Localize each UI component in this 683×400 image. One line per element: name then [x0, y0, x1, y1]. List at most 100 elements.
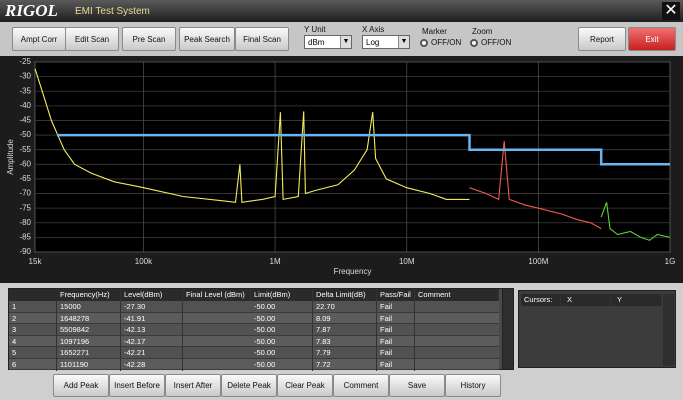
exit-button[interactable]: Exit — [628, 27, 676, 51]
action-button[interactable]: History — [445, 374, 501, 397]
dropdown[interactable]: dBm ▼ — [304, 35, 352, 49]
y-tick-label: -65 — [19, 174, 31, 183]
x-tick-label: 1G — [665, 257, 676, 266]
x-axis-label: Frequency — [334, 267, 372, 276]
table-cell: -42.17 — [121, 335, 183, 348]
report-button[interactable]: Report — [578, 27, 626, 51]
cursor-header — [521, 294, 662, 306]
plot-area — [34, 61, 671, 253]
x-tick-label: 100M — [528, 257, 548, 266]
dropdown[interactable]: Log ▼ — [362, 35, 410, 49]
table-cell: Fail — [377, 312, 415, 325]
radio-label: Marker — [422, 27, 447, 36]
table-cell: 4 — [9, 335, 57, 348]
table-row[interactable] — [9, 324, 499, 336]
table-cell: -50.00 — [251, 335, 313, 348]
radio-option: OFF/ON — [431, 38, 462, 47]
x-tick-label: 100k — [135, 257, 153, 266]
table-row[interactable] — [9, 312, 499, 324]
table-row[interactable] — [9, 358, 499, 370]
table-cell: 7.79 — [313, 347, 377, 359]
cursor-panel: Cursors: X Y — [518, 290, 676, 368]
y-tick-label: -25 — [19, 57, 31, 66]
y-tick-label: -85 — [19, 232, 31, 241]
column-header: Comment — [415, 289, 499, 301]
y-tick-label: -45 — [19, 116, 31, 125]
x-tick-label: 15k — [29, 257, 43, 266]
table-cell: 5 — [9, 347, 57, 359]
radio-label: Zoom — [472, 27, 493, 36]
table-cell: 7.83 — [313, 335, 377, 348]
radio-button[interactable] — [470, 39, 478, 47]
toolbar: Ampt Corr Edit Scan Pre Scan Peak Search Fin… — [0, 22, 683, 56]
action-button[interactable]: Insert After — [165, 374, 221, 397]
dropdown-value: Log — [366, 38, 380, 47]
trace-line — [34, 68, 470, 203]
table-cell: Fail — [377, 335, 415, 348]
scrollbar[interactable] — [502, 289, 513, 369]
toolbar-button[interactable]: Ampt Corr — [12, 27, 66, 51]
column-header: Limit(dBm) — [251, 289, 313, 301]
radio-button[interactable] — [420, 39, 428, 47]
y-tick-label: -50 — [19, 130, 31, 139]
dropdown-label: Y Unit — [304, 25, 326, 34]
table-row[interactable] — [9, 347, 499, 359]
table-cell: Fail — [377, 324, 415, 336]
table-cell: 7.72 — [313, 358, 377, 371]
table-row[interactable] — [9, 301, 499, 313]
action-button[interactable]: Clear Peak — [277, 374, 333, 397]
x-tick-label: 10M — [399, 257, 415, 266]
toolbar-button[interactable]: Final Scan — [235, 27, 289, 51]
table-cell: -50.00 — [251, 312, 313, 325]
radio-option: OFF/ON — [481, 38, 512, 47]
window-title: EMI Test System — [75, 6, 150, 17]
table-cell: -41.91 — [121, 312, 183, 325]
dropdown-arrow: ▼ — [340, 36, 351, 48]
cursor-column-header: X — [564, 294, 611, 306]
cursor-column-header: Cursors: — [521, 294, 561, 306]
toolbar-button[interactable]: Edit Scan — [65, 27, 119, 51]
table-cell: 6 — [9, 358, 57, 371]
dropdown-value: dBm — [308, 38, 325, 47]
action-button[interactable]: Insert Before — [109, 374, 165, 397]
toolbar-button[interactable]: Pre Scan — [122, 27, 176, 51]
table-cell: 1097196 — [57, 335, 121, 348]
peak-table: Frequency(Hz) Level(dBm) Final Level (dBm)… — [8, 288, 514, 371]
table-cell: Fail — [377, 301, 415, 313]
logo: RIGOL — [5, 1, 58, 20]
table-cell: Fail — [377, 358, 415, 371]
y-tick-label: -70 — [19, 189, 31, 198]
table-cell: -50.00 — [251, 347, 313, 359]
trace-line — [600, 202, 671, 241]
toolbar-button[interactable]: Peak Search — [179, 27, 235, 51]
trace-line — [56, 133, 670, 166]
y-axis-label: Amplitude — [6, 139, 15, 175]
action-button[interactable]: Comment — [333, 374, 389, 397]
table-cell: -27.30 — [121, 301, 183, 313]
y-tick-label: -60 — [19, 159, 31, 168]
table-cell: -42.21 — [121, 347, 183, 359]
action-button[interactable]: Delete Peak — [221, 374, 277, 397]
y-tick-label: -55 — [19, 145, 31, 154]
close-button[interactable]: ✕ — [662, 2, 680, 20]
table-cell: -50.00 — [251, 324, 313, 336]
table-cell: Fail — [377, 347, 415, 359]
trace-line — [469, 140, 602, 230]
table-cell: 8.09 — [313, 312, 377, 325]
y-tick-label: -90 — [19, 247, 31, 256]
action-button[interactable]: Save — [389, 374, 445, 397]
bottom-bar: Add Peak Insert Before Insert After Delete … — [0, 372, 683, 400]
column-header: Delta Limit(dB) — [313, 289, 377, 301]
dropdown-label: X Axis — [362, 25, 385, 34]
table-cell: 7.87 — [313, 324, 377, 336]
column-header: Pass/Fail — [377, 289, 415, 301]
table-row[interactable] — [9, 335, 499, 347]
column-header: Frequency(Hz) — [57, 289, 121, 301]
table-cell: 1648278 — [57, 312, 121, 325]
action-button[interactable]: Add Peak — [53, 374, 109, 397]
cursor-scrollbar[interactable] — [663, 294, 674, 366]
table-cell: -50.00 — [251, 358, 313, 371]
table-cell: 1652271 — [57, 347, 121, 359]
x-tick-label: 1M — [270, 257, 281, 266]
